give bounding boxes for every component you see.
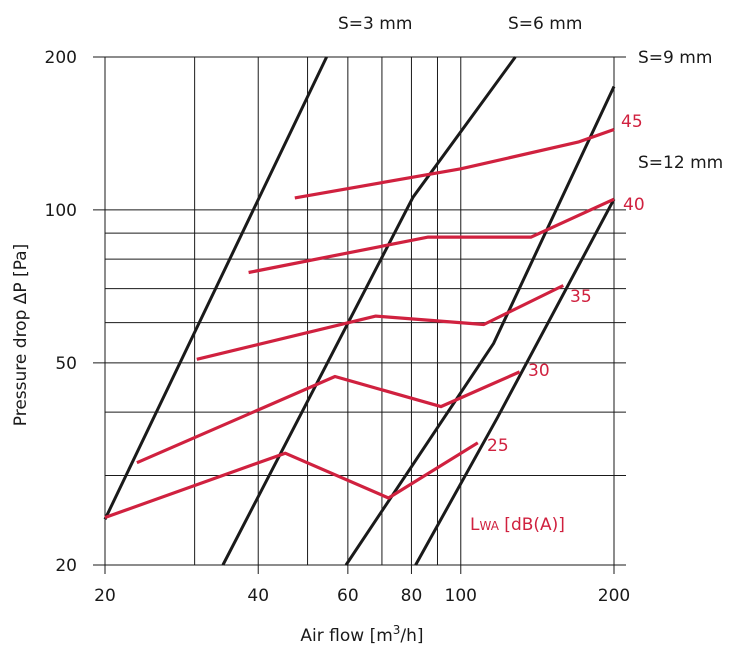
x-tick-label-20: 20 xyxy=(94,586,116,606)
x-tick-label-80: 80 xyxy=(401,586,423,606)
noise-lines xyxy=(104,127,615,520)
noise-label-35: 35 xyxy=(570,287,592,307)
x-tick-label-200: 200 xyxy=(598,586,630,606)
noise-line-35 xyxy=(196,284,565,361)
slot-line-2 xyxy=(221,56,517,566)
noise-label-30: 30 xyxy=(528,361,550,381)
noise-label-25: 25 xyxy=(487,436,509,456)
y-axis-title: Pressure drop ΔP [Pa] xyxy=(11,244,31,426)
noise-label-45: 45 xyxy=(621,112,643,132)
y-tick-label-200: 200 xyxy=(45,48,77,68)
slot-label-1: S=3 mm xyxy=(338,14,412,34)
slot-label-4: S=12 mm xyxy=(638,153,723,173)
slot-lines xyxy=(103,56,616,566)
x-tick-label-100: 100 xyxy=(445,586,477,606)
slot-label-3: S=9 mm xyxy=(638,48,712,68)
noise-line-25 xyxy=(104,441,479,520)
slot-label-2: S=6 mm xyxy=(508,14,582,34)
axis-ticks: 20 40 60 80 100 200 20 50 100 200 xyxy=(45,48,631,606)
noise-line-40 xyxy=(248,197,615,275)
grid xyxy=(93,56,626,566)
noise-line-45 xyxy=(294,127,615,200)
x-axis-title: Air flow [m3/h] xyxy=(300,623,423,646)
noise-level-title: LWA [dB(A)] xyxy=(470,515,565,535)
noise-label-40: 40 xyxy=(623,195,645,215)
slot-line-1 xyxy=(103,56,328,520)
y-tick-label-100: 100 xyxy=(45,201,77,221)
slot-line-4 xyxy=(414,198,616,566)
slot-line-3 xyxy=(344,85,616,566)
series-labels: S=3 mm S=6 mm S=9 mm S=12 mm 25 30 35 40 45 xyxy=(338,14,723,456)
x-tick-label-60: 60 xyxy=(337,586,359,606)
noise-line-30 xyxy=(136,370,521,465)
y-tick-label-20: 20 xyxy=(55,556,77,576)
y-tick-label-50: 50 xyxy=(55,354,77,374)
x-tick-label-40: 40 xyxy=(247,586,269,606)
